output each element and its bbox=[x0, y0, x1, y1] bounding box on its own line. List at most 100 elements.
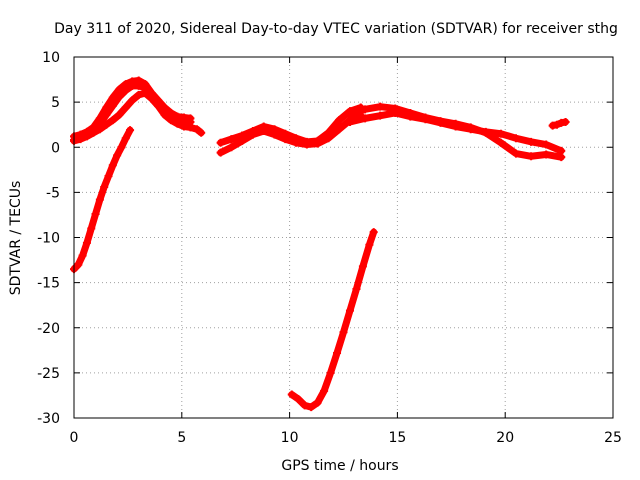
data-point bbox=[326, 368, 335, 377]
data-point bbox=[78, 251, 87, 260]
data-point bbox=[216, 148, 225, 157]
data-point bbox=[108, 116, 117, 125]
data-point bbox=[100, 182, 109, 191]
data-point bbox=[82, 132, 91, 141]
data-point bbox=[358, 262, 367, 271]
y-tick-label: -30 bbox=[37, 411, 60, 427]
data-point bbox=[76, 135, 85, 144]
data-point bbox=[436, 117, 445, 126]
data-point bbox=[108, 161, 117, 170]
x-axis-label: GPS time / hours bbox=[281, 458, 398, 474]
y-tick-label: -15 bbox=[37, 276, 60, 292]
data-point bbox=[128, 96, 137, 105]
data-point bbox=[248, 130, 257, 139]
y-tick-label: -25 bbox=[37, 366, 60, 382]
series-trace bbox=[217, 112, 365, 157]
data-point bbox=[115, 110, 124, 119]
data-point bbox=[496, 138, 505, 147]
x-tick-label: 5 bbox=[177, 430, 186, 446]
data-point bbox=[421, 113, 430, 122]
data-point bbox=[333, 349, 342, 358]
y-axis-label: SDTVAR / TECUs bbox=[8, 181, 24, 296]
plot-frame bbox=[73, 56, 614, 419]
data-point bbox=[134, 90, 143, 99]
data-point bbox=[89, 128, 98, 137]
data-point bbox=[186, 114, 195, 123]
data-point bbox=[102, 120, 111, 129]
data-point bbox=[134, 76, 143, 85]
data-point bbox=[307, 403, 316, 412]
data-point bbox=[313, 398, 322, 407]
data-point bbox=[466, 123, 475, 132]
data-point bbox=[121, 80, 130, 89]
data-point bbox=[167, 116, 176, 125]
data-point bbox=[108, 93, 117, 102]
data-point bbox=[227, 143, 236, 152]
data-point bbox=[391, 104, 400, 113]
data-point bbox=[302, 140, 311, 149]
data-point bbox=[361, 105, 370, 114]
data-point bbox=[481, 128, 490, 137]
series-arc-descending bbox=[70, 126, 135, 274]
data-point bbox=[511, 149, 520, 158]
data-point bbox=[87, 224, 96, 233]
data-point bbox=[147, 94, 156, 103]
data-point bbox=[345, 306, 354, 315]
data-point bbox=[216, 138, 225, 147]
data-point bbox=[527, 152, 536, 161]
y-tick-label: 10 bbox=[42, 50, 60, 66]
data-point bbox=[270, 130, 279, 139]
data-point bbox=[406, 108, 415, 117]
data-point bbox=[121, 103, 130, 112]
data-point bbox=[320, 386, 329, 395]
data-point bbox=[104, 172, 113, 181]
data-point bbox=[160, 110, 169, 119]
data-point bbox=[173, 119, 182, 128]
data-point bbox=[339, 328, 348, 337]
series-trace bbox=[346, 109, 565, 155]
data-point bbox=[238, 136, 247, 145]
y-tick-label: -20 bbox=[37, 321, 60, 337]
x-tick-label: 10 bbox=[281, 430, 299, 446]
y-tick-label: 5 bbox=[51, 95, 60, 111]
data-point bbox=[527, 137, 536, 146]
data-point bbox=[102, 103, 111, 112]
data-point bbox=[192, 125, 201, 134]
series-arc-midday-2 bbox=[216, 111, 365, 157]
data-point bbox=[335, 125, 344, 134]
data-point bbox=[113, 151, 122, 160]
chart-title: Day 311 of 2020, Sidereal Day-to-day VTE… bbox=[54, 21, 618, 37]
data-point bbox=[141, 80, 150, 89]
data-point bbox=[376, 111, 385, 120]
data-point bbox=[82, 238, 91, 247]
series-arc-ascending bbox=[287, 228, 378, 412]
series-trace bbox=[288, 228, 378, 411]
data-point bbox=[542, 140, 551, 149]
data-point bbox=[95, 195, 104, 204]
data-point bbox=[300, 401, 309, 410]
x-tick-label: 15 bbox=[388, 430, 406, 446]
data-point bbox=[141, 89, 150, 98]
data-point bbox=[281, 135, 290, 144]
y-tick-label: 0 bbox=[51, 140, 60, 156]
data-point bbox=[117, 143, 126, 152]
series-arc-early-low bbox=[70, 89, 206, 145]
data-point bbox=[376, 102, 385, 111]
data-point bbox=[292, 138, 301, 147]
data-point bbox=[294, 395, 303, 404]
data-point bbox=[361, 114, 370, 123]
data-point bbox=[121, 134, 130, 143]
data-point bbox=[227, 135, 236, 144]
data-point bbox=[115, 85, 124, 94]
data-point bbox=[345, 110, 354, 119]
data-point bbox=[197, 128, 206, 137]
series-arc-afternoon bbox=[345, 108, 566, 155]
data-point bbox=[369, 228, 378, 237]
x-tick-label: 25 bbox=[604, 430, 622, 446]
data-point bbox=[91, 210, 100, 219]
data-point bbox=[74, 260, 83, 269]
data-point bbox=[352, 284, 361, 293]
data-point bbox=[345, 117, 354, 126]
data-point bbox=[496, 129, 505, 138]
